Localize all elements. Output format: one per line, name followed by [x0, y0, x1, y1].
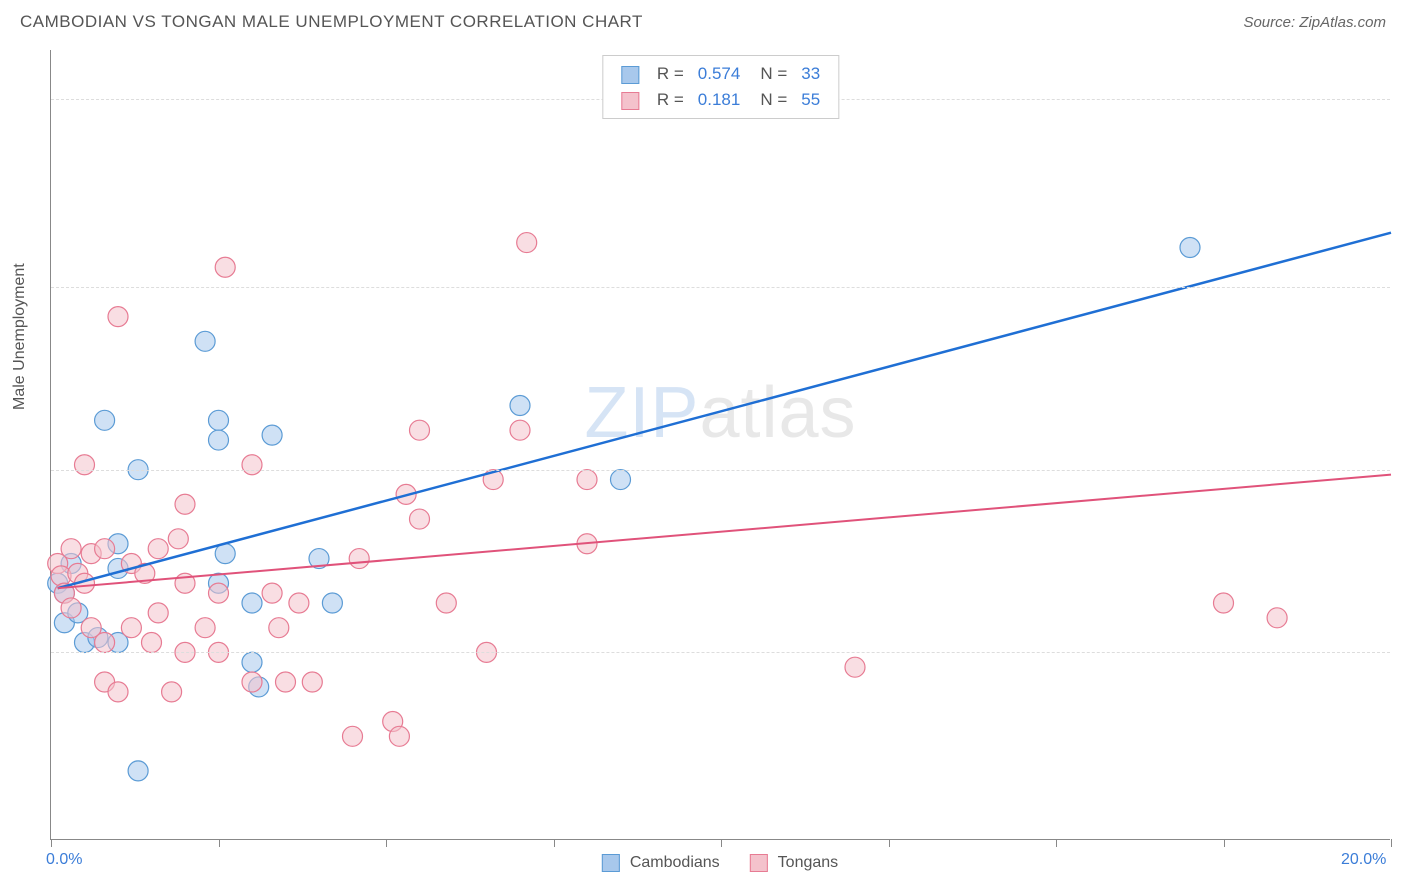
scatter-point: [215, 257, 235, 277]
legend-item: Cambodians: [602, 854, 720, 872]
x-tick: [219, 839, 220, 847]
scatter-point: [95, 539, 115, 559]
scatter-point: [148, 539, 168, 559]
scatter-point: [289, 593, 309, 613]
x-tick: [386, 839, 387, 847]
scatter-point: [510, 396, 530, 416]
scatter-point: [142, 633, 162, 653]
legend-bottom: Cambodians Tongans: [602, 854, 838, 872]
n-value: 55: [795, 88, 826, 112]
regression-line: [58, 233, 1391, 589]
scatter-point: [1214, 593, 1234, 613]
legend-swatch: [621, 92, 639, 110]
regression-line: [58, 475, 1391, 589]
scatter-point: [175, 494, 195, 514]
scatter-point: [128, 761, 148, 781]
scatter-point: [168, 529, 188, 549]
scatter-point: [242, 455, 262, 475]
x-tick: [1056, 839, 1057, 847]
scatter-point: [1267, 608, 1287, 628]
scatter-point: [242, 652, 262, 672]
scatter-point: [343, 726, 363, 746]
x-tick: [51, 839, 52, 847]
scatter-point: [95, 633, 115, 653]
legend-stats: R =0.574N =33R =0.181N =55: [602, 55, 839, 119]
scatter-point: [242, 593, 262, 613]
legend-stat-row: R =0.574N =33: [615, 62, 826, 86]
scatter-point: [61, 539, 81, 559]
scatter-point: [108, 682, 128, 702]
scatter-point: [410, 420, 430, 440]
legend-item: Tongans: [750, 854, 839, 872]
scatter-point: [162, 682, 182, 702]
scatter-point: [95, 410, 115, 430]
gridline: [51, 652, 1390, 653]
gridline: [51, 287, 1390, 288]
scatter-point: [262, 583, 282, 603]
legend-swatch: [621, 66, 639, 84]
scatter-point: [276, 672, 296, 692]
scatter-point: [209, 430, 229, 450]
legend-label: Tongans: [778, 854, 839, 872]
scatter-point: [262, 425, 282, 445]
scatter-point: [302, 672, 322, 692]
legend-stat-row: R =0.181N =55: [615, 88, 826, 112]
chart-svg: [51, 50, 1391, 840]
scatter-point: [517, 233, 537, 253]
scatter-point: [1180, 238, 1200, 258]
x-tick-label: 20.0%: [1341, 851, 1386, 869]
scatter-point: [269, 618, 289, 638]
legend-swatch: [602, 854, 620, 872]
scatter-point: [209, 583, 229, 603]
y-axis-title: Male Unemployment: [11, 263, 29, 410]
scatter-point: [389, 726, 409, 746]
x-tick-label: 0.0%: [46, 851, 82, 869]
scatter-point: [148, 603, 168, 623]
x-tick: [889, 839, 890, 847]
scatter-point: [322, 593, 342, 613]
x-tick: [1391, 839, 1392, 847]
plot-area: ZIPatlas R =0.574N =33R =0.181N =55 3.8%…: [50, 50, 1390, 840]
scatter-point: [108, 307, 128, 327]
scatter-point: [75, 455, 95, 475]
chart-container: Male Unemployment ZIPatlas R =0.574N =33…: [50, 50, 1390, 840]
legend-label: Cambodians: [630, 854, 720, 872]
x-tick: [554, 839, 555, 847]
scatter-point: [349, 549, 369, 569]
source-label: Source: ZipAtlas.com: [1243, 14, 1386, 31]
scatter-point: [61, 598, 81, 618]
r-value: 0.181: [692, 88, 747, 112]
scatter-point: [195, 331, 215, 351]
legend-swatch: [750, 854, 768, 872]
scatter-point: [195, 618, 215, 638]
r-value: 0.574: [692, 62, 747, 86]
scatter-point: [611, 470, 631, 490]
scatter-point: [209, 410, 229, 430]
scatter-point: [510, 420, 530, 440]
scatter-point: [845, 657, 865, 677]
scatter-point: [121, 618, 141, 638]
gridline: [51, 470, 1390, 471]
chart-title: CAMBODIAN VS TONGAN MALE UNEMPLOYMENT CO…: [20, 12, 643, 32]
scatter-point: [577, 470, 597, 490]
n-value: 33: [795, 62, 826, 86]
x-tick: [1224, 839, 1225, 847]
scatter-point: [242, 672, 262, 692]
chart-header: CAMBODIAN VS TONGAN MALE UNEMPLOYMENT CO…: [0, 0, 1406, 40]
scatter-point: [436, 593, 456, 613]
x-tick: [721, 839, 722, 847]
scatter-point: [410, 509, 430, 529]
